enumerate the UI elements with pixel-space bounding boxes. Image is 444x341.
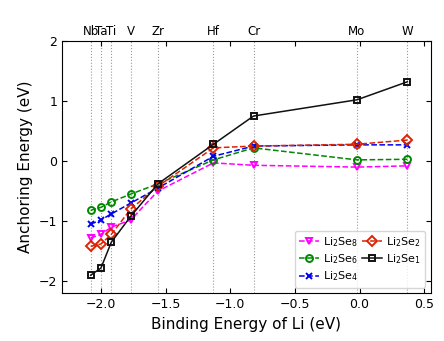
Li$_2$Se$_1$ — [109, 240, 114, 244]
Li$_2$Se$_2$ — [251, 144, 256, 148]
Li$_2$Se$_4$ — [98, 218, 103, 222]
Li$_2$Se$_1$ — [251, 114, 256, 118]
Li$_2$Se$_8$ — [155, 189, 161, 193]
Li$_2$Se$_4$ — [251, 144, 256, 148]
Li$_2$Se$_1$ — [88, 273, 93, 277]
Li$_2$Se$_1$ — [211, 142, 216, 146]
Li$_2$Se$_8$ — [98, 232, 103, 236]
Text: Nb: Nb — [83, 25, 99, 39]
Li$_2$Se$_8$ — [211, 161, 216, 165]
Li$_2$Se$_1$ — [128, 214, 133, 218]
Li$_2$Se$_1$ — [155, 182, 161, 186]
Li$_2$Se$_1$ — [405, 80, 410, 84]
Li$_2$Se$_6$ — [211, 158, 216, 162]
Li$_2$Se$_6$ — [128, 192, 133, 196]
Li$_2$Se$_6$ — [251, 146, 256, 150]
Text: Mo: Mo — [349, 25, 365, 39]
Li$_2$Se$_1$ — [354, 98, 360, 102]
Li$_2$Se$_2$ — [155, 184, 161, 188]
Text: Zr: Zr — [151, 25, 164, 39]
Li$_2$Se$_6$ — [109, 200, 114, 204]
Line: Li$_2$Se$_6$: Li$_2$Se$_6$ — [87, 144, 411, 214]
Li$_2$Se$_8$ — [354, 165, 360, 169]
Li$_2$Se$_8$ — [109, 225, 114, 229]
Li$_2$Se$_1$ — [98, 266, 103, 270]
Li$_2$Se$_2$ — [98, 242, 103, 246]
Y-axis label: Anchoring Energy (eV): Anchoring Energy (eV) — [18, 81, 33, 253]
Text: W: W — [401, 25, 413, 39]
Line: Li$_2$Se$_1$: Li$_2$Se$_1$ — [87, 78, 411, 279]
Li$_2$Se$_4$ — [109, 212, 114, 216]
Li$_2$Se$_4$ — [354, 143, 360, 147]
Li$_2$Se$_8$ — [128, 218, 133, 222]
Legend: Li$_2$Se$_8$, Li$_2$Se$_6$, Li$_2$Se$_4$, Li$_2$Se$_2$, Li$_2$Se$_1$: Li$_2$Se$_8$, Li$_2$Se$_6$, Li$_2$Se$_4$… — [295, 231, 425, 288]
Li$_2$Se$_8$ — [251, 163, 256, 167]
Li$_2$Se$_4$ — [128, 201, 133, 205]
Li$_2$Se$_6$ — [405, 157, 410, 161]
Li$_2$Se$_8$ — [405, 164, 410, 168]
Li$_2$Se$_6$ — [354, 158, 360, 162]
Li$_2$Se$_2$ — [405, 138, 410, 142]
Li$_2$Se$_8$ — [88, 236, 93, 240]
Text: Ta: Ta — [95, 25, 107, 39]
Text: Hf: Hf — [207, 25, 220, 39]
Li$_2$Se$_6$ — [88, 208, 93, 212]
Li$_2$Se$_2$ — [109, 232, 114, 236]
Li$_2$Se$_4$ — [211, 154, 216, 158]
X-axis label: Binding Energy of Li (eV): Binding Energy of Li (eV) — [151, 317, 341, 332]
Li$_2$Se$_2$ — [211, 146, 216, 150]
Li$_2$Se$_4$ — [155, 186, 161, 190]
Li$_2$Se$_6$ — [98, 205, 103, 209]
Line: Li$_2$Se$_2$: Li$_2$Se$_2$ — [87, 137, 411, 250]
Text: V: V — [127, 25, 135, 39]
Li$_2$Se$_6$ — [155, 182, 161, 186]
Line: Li$_2$Se$_4$: Li$_2$Se$_4$ — [87, 142, 411, 228]
Li$_2$Se$_2$ — [88, 244, 93, 249]
Li$_2$Se$_4$ — [88, 222, 93, 226]
Li$_2$Se$_2$ — [354, 142, 360, 146]
Text: Ti: Ti — [106, 25, 116, 39]
Text: Cr: Cr — [247, 25, 260, 39]
Li$_2$Se$_4$ — [405, 143, 410, 147]
Line: Li$_2$Se$_8$: Li$_2$Se$_8$ — [87, 159, 411, 241]
Li$_2$Se$_2$ — [128, 207, 133, 211]
